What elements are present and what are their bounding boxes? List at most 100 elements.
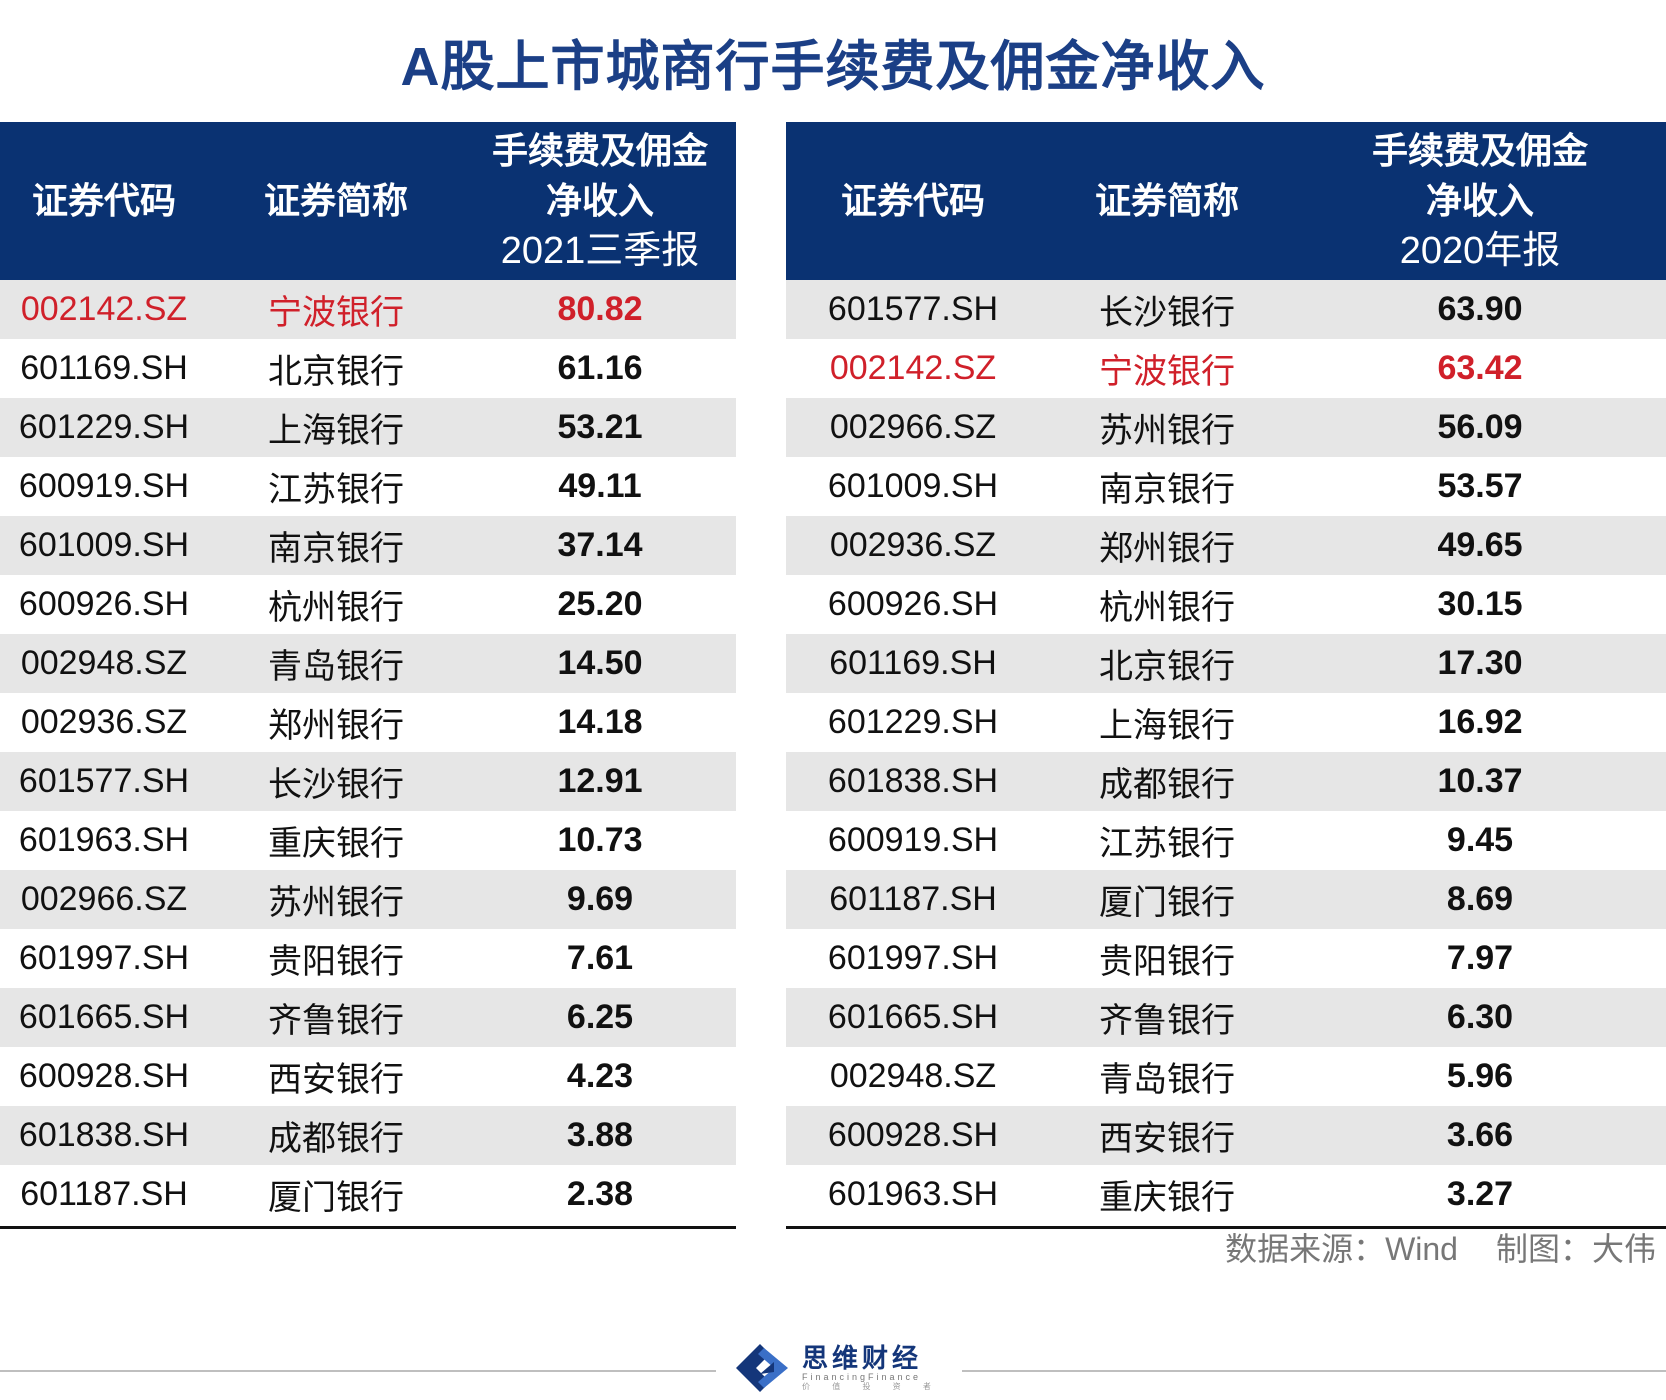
cell-name: 齐鲁银行	[268, 1002, 404, 1040]
table-header: 证券代码 证券简称 手续费及佣金 净收入 2021三季报	[0, 122, 736, 280]
cell-value: 53.21	[557, 408, 643, 446]
table-row: 002936.SZ 郑州银行 49.65	[786, 516, 1666, 575]
header-value-line1: 手续费及佣金	[1371, 130, 1588, 171]
cell-code: 601997.SH	[827, 939, 999, 977]
cell-code: 601009.SH	[827, 467, 999, 505]
cell-value: 6.30	[1446, 998, 1514, 1036]
cell-value: 12.91	[557, 762, 643, 800]
header-period: 2021三季报	[500, 230, 700, 272]
cell-value: 53.57	[1437, 467, 1523, 505]
table-row: 002948.SZ 青岛银行 14.50	[0, 634, 736, 693]
header-name: 证券简称	[1094, 180, 1239, 221]
table-row: 002142.SZ 宁波银行 63.42	[786, 339, 1666, 398]
cell-code: 002948.SZ	[20, 644, 188, 682]
cell-code: 601187.SH	[20, 1175, 188, 1213]
table-row: 601169.SH 北京银行 61.16	[0, 339, 736, 398]
table-row: 601963.SH 重庆银行 3.27	[786, 1165, 1666, 1224]
footer-divider-left	[0, 1370, 716, 1372]
cell-name: 宁波银行	[1099, 353, 1235, 391]
cell-value: 9.45	[1446, 821, 1514, 859]
cell-name: 成都银行	[268, 1120, 404, 1158]
cell-value: 49.65	[1437, 526, 1523, 564]
brand-name: 思维财经	[802, 1342, 923, 1373]
table-2021q3: 证券代码 证券简称 手续费及佣金 净收入 2021三季报 002142.SZ 宁波…	[0, 122, 736, 1229]
cell-name: 北京银行	[1099, 648, 1235, 686]
cell-name: 齐鲁银行	[1099, 1002, 1235, 1040]
cell-code: 601009.SH	[18, 526, 190, 564]
cell-code: 600919.SH	[827, 821, 999, 859]
cell-value: 14.50	[557, 644, 643, 682]
cell-name: 厦门银行	[268, 1179, 404, 1217]
cell-value: 61.16	[557, 349, 643, 387]
header-value-line2: 净收入	[1425, 180, 1534, 221]
table-row: 002966.SZ 苏州银行 9.69	[0, 870, 736, 929]
cell-code: 600928.SH	[827, 1116, 999, 1154]
table-row: 601577.SH 长沙银行 12.91	[0, 752, 736, 811]
cell-name: 成都银行	[1099, 766, 1235, 804]
cell-code: 002966.SZ	[20, 880, 188, 918]
cell-name: 长沙银行	[268, 766, 404, 804]
cell-value: 25.20	[557, 585, 643, 623]
table-row: 601997.SH 贵阳银行 7.61	[0, 929, 736, 988]
cell-code: 600926.SH	[827, 585, 999, 623]
cell-code: 601169.SH	[20, 349, 188, 387]
cell-value: 16.92	[1437, 703, 1523, 741]
cell-name: 江苏银行	[268, 471, 404, 509]
footer-divider-right	[962, 1370, 1666, 1372]
table-2020annual: 证券代码 证券简称 手续费及佣金 净收入 2020年报 601577.SH 长沙银…	[786, 122, 1666, 1229]
table-body: 002142.SZ 宁波银行 80.82 601169.SH 北京银行 61.16 6012…	[0, 280, 736, 1224]
cell-value: 17.30	[1437, 644, 1523, 682]
table-row: 601229.SH 上海银行 53.21	[0, 398, 736, 457]
cell-code: 002966.SZ	[829, 408, 997, 446]
table-row: 601665.SH 齐鲁银行 6.25	[0, 988, 736, 1047]
cell-value: 3.88	[566, 1116, 634, 1154]
table-row: 600919.SH 江苏银行 49.11	[0, 457, 736, 516]
cell-code: 002142.SZ	[20, 290, 188, 328]
cell-code: 601169.SH	[829, 644, 997, 682]
cell-code: 601838.SH	[827, 762, 999, 800]
cell-name: 北京银行	[268, 353, 404, 391]
cell-value: 8.69	[1446, 880, 1514, 918]
table-bottom-rule	[786, 1226, 1666, 1229]
cell-value: 9.69	[566, 880, 634, 918]
table-row: 600919.SH 江苏银行 9.45	[786, 811, 1666, 870]
cell-code: 600926.SH	[18, 585, 190, 623]
brand-logo: 思维财经 FinancingFinance 价 值 投 资 者	[730, 1335, 960, 1400]
cell-value: 14.18	[557, 703, 643, 741]
cell-code: 601963.SH	[827, 1175, 999, 1213]
table-row: 002948.SZ 青岛银行 5.96	[786, 1047, 1666, 1106]
table-row: 601997.SH 贵阳银行 7.97	[786, 929, 1666, 988]
cell-name: 西安银行	[268, 1061, 404, 1099]
cell-value: 63.42	[1437, 349, 1523, 387]
cell-code: 600919.SH	[18, 467, 190, 505]
source-note: 数据来源：Wind 制图：大伟	[1225, 1224, 1656, 1270]
header-period: 2020年报	[1399, 230, 1561, 272]
cell-name: 宁波银行	[268, 294, 404, 332]
cell-code: 600928.SH	[18, 1057, 190, 1095]
table-row: 601577.SH 长沙银行 63.90	[786, 280, 1666, 339]
cell-value: 7.97	[1446, 939, 1514, 977]
page-title: A股上市城商行手续费及佣金净收入	[400, 37, 1266, 97]
cell-value: 49.11	[558, 467, 642, 505]
table-body: 601577.SH 长沙银行 63.90 002142.SZ 宁波银行 63.42 0029…	[786, 280, 1666, 1224]
cell-value: 56.09	[1437, 408, 1523, 446]
cell-name: 江苏银行	[1099, 825, 1235, 863]
table-row: 601963.SH 重庆银行 10.73	[0, 811, 736, 870]
cell-name: 郑州银行	[1099, 530, 1235, 568]
cell-value: 63.90	[1437, 290, 1523, 328]
cell-name: 长沙银行	[1099, 294, 1235, 332]
cell-name: 苏州银行	[268, 884, 404, 922]
cell-value: 80.82	[557, 290, 643, 328]
table-row: 002142.SZ 宁波银行 80.82	[0, 280, 736, 339]
table-row: 002966.SZ 苏州银行 56.09	[786, 398, 1666, 457]
cell-name: 杭州银行	[1099, 589, 1235, 627]
brand-sub: FinancingFinance	[802, 1371, 922, 1382]
cell-value: 6.25	[566, 998, 634, 1036]
cell-code: 601665.SH	[18, 998, 190, 1036]
cell-value: 2.38	[566, 1175, 634, 1213]
cell-name: 上海银行	[268, 412, 404, 450]
cell-name: 重庆银行	[268, 825, 404, 863]
table-row: 600926.SH 杭州银行 25.20	[0, 575, 736, 634]
cell-value: 30.15	[1437, 585, 1523, 623]
cell-name: 贵阳银行	[268, 943, 404, 981]
